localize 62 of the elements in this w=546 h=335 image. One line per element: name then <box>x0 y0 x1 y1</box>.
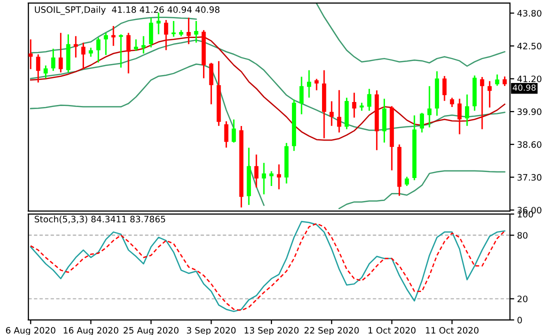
y-tick-label: 20 <box>518 296 528 302</box>
y-tick-label: 38.60 <box>518 141 542 148</box>
y-tick-label: 41.20 <box>517 76 542 82</box>
candlestick <box>164 20 168 50</box>
x-tick-label: 11 Oct 2020 <box>426 327 478 334</box>
candlestick <box>299 76 304 114</box>
candlestick <box>74 36 78 58</box>
candlestick <box>156 12 161 34</box>
candlestick <box>306 70 312 98</box>
y-tick-label: 42.50 <box>517 42 542 50</box>
candlestick <box>442 76 447 101</box>
candlestick <box>330 101 334 126</box>
x-tick-label: 25 Aug 2020 <box>124 327 178 335</box>
candlestick <box>126 32 131 74</box>
candlestick <box>209 62 214 104</box>
candlestick <box>488 81 492 108</box>
candlestick <box>495 74 500 86</box>
y-tick-label: 43.80 <box>517 10 542 17</box>
candlestick <box>104 32 108 55</box>
candlestick <box>44 65 48 78</box>
candlestick <box>111 26 116 46</box>
candlestick <box>262 162 266 194</box>
candlestick <box>337 90 342 132</box>
candlestick <box>96 38 100 63</box>
x-tick-label: 16 Aug 2020 <box>64 327 118 335</box>
x-tick-label: 6 Aug 2020 <box>6 327 56 335</box>
candlestick <box>465 94 470 126</box>
candlestick <box>36 54 40 82</box>
candlestick <box>28 39 33 70</box>
x-tick-label: 22 Sep 2020 <box>304 327 359 335</box>
y-tick-label: 0 <box>517 316 522 324</box>
candlestick <box>420 112 424 132</box>
candlestick <box>141 36 146 54</box>
candlestick <box>457 98 462 134</box>
x-tick-label: 1 Oct 2020 <box>368 327 416 334</box>
candlestick <box>427 86 432 128</box>
x-tick-label: 3 Sep 2020 <box>186 327 236 335</box>
candlestick <box>194 21 198 43</box>
candlestick <box>81 42 86 70</box>
candlestick <box>382 98 386 143</box>
candlestick <box>352 92 356 118</box>
candlestick <box>276 164 282 190</box>
chart-title: Stoch(5,3,3) 84.3411 83.7865 <box>34 216 166 224</box>
x-tick-label: 13 Sep 2020 <box>244 327 299 335</box>
candlestick <box>148 18 154 48</box>
text: 40.98 <box>512 84 536 91</box>
candlestick <box>480 77 484 130</box>
candlestick <box>360 102 364 111</box>
candlestick <box>254 154 258 188</box>
candlestick <box>118 34 124 68</box>
candlestick <box>51 48 56 71</box>
candlestick <box>134 39 138 51</box>
candlestick <box>232 119 236 143</box>
candlestick <box>58 32 63 72</box>
y-tick-label: 39.90 <box>518 108 542 116</box>
candlestick <box>224 121 228 148</box>
y-tick-label: 37.30 <box>518 174 542 181</box>
candlestick <box>186 18 191 44</box>
candlestick <box>367 88 372 111</box>
candlestick <box>172 21 176 37</box>
y-tick-label: 80 <box>518 232 528 239</box>
chart-title: USOIL_SPT,Daily 41.18 41.26 40.94 40.98 <box>34 6 220 15</box>
